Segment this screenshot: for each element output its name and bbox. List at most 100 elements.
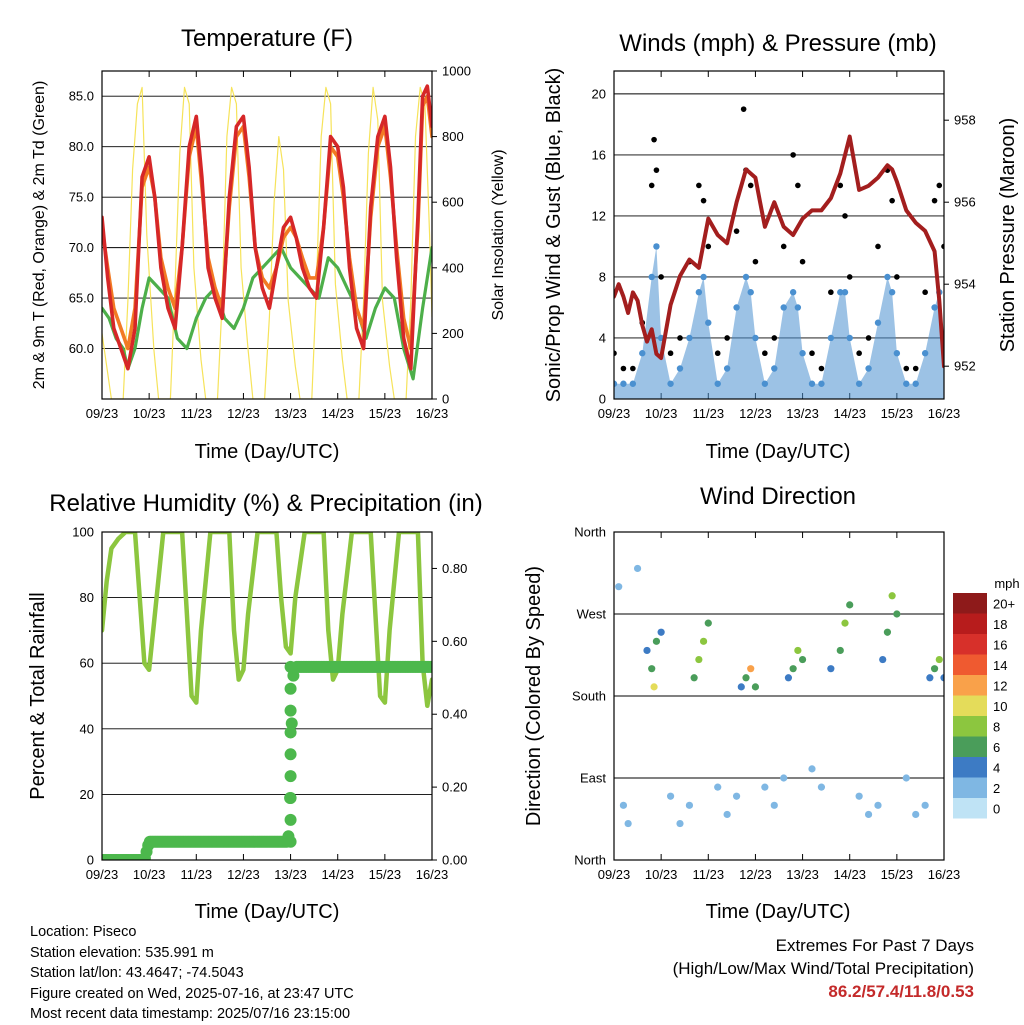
legend-label: 2: [993, 781, 1000, 796]
legend-swatch: [953, 798, 987, 819]
wind-point: [780, 304, 787, 311]
direction-point: [690, 674, 698, 682]
wind-point: [888, 289, 896, 296]
x-tick-label: 12/23: [227, 867, 260, 882]
gust-point: [828, 289, 834, 296]
solar-ylabel: Solar Insolation (Yellow): [490, 149, 507, 320]
gust-point: [922, 289, 928, 296]
x-tick-label: 13/23: [274, 867, 307, 882]
y-tick-label: 85.0: [69, 89, 94, 104]
gust-point: [714, 350, 721, 357]
direction-point: [650, 683, 658, 691]
y2-tick-label: 0.40: [442, 707, 467, 722]
temp2m-line: [102, 84, 432, 371]
legend-label: 4: [993, 760, 1000, 775]
gust-point: [790, 152, 796, 158]
direction-point: [770, 801, 778, 809]
wind-point: [771, 365, 778, 372]
y-tick-label: 4: [599, 330, 606, 345]
y-tick-label: North: [574, 853, 606, 868]
direction-point: [864, 810, 873, 819]
recent-timestamp: Most recent data timestamp: 2025/07/16 2…: [30, 1006, 351, 1022]
x-tick-label: 11/23: [180, 406, 212, 421]
wind-direction-title: Wind Direction: [700, 483, 856, 510]
wind-point: [912, 380, 919, 387]
y2-tick-label: 954: [954, 277, 976, 292]
wind-pressure-title: Winds (mph) & Pressure (mb): [619, 30, 936, 57]
direction-point: [704, 619, 712, 627]
rainfall-point: [284, 835, 297, 848]
y2-tick-label: 400: [442, 260, 464, 275]
wind-point: [931, 304, 938, 311]
rainfall-point: [285, 717, 298, 730]
x-tick-label: 10/23: [645, 867, 678, 882]
y-tick-label: East: [580, 771, 606, 786]
wind-point: [714, 380, 721, 387]
gust-point: [941, 243, 944, 250]
legend-swatch: [953, 593, 987, 614]
wind-point: [620, 380, 627, 387]
direction-point: [846, 601, 854, 609]
humidity-precip-panel: Relative Humidity (%) & Precipitation (i…: [27, 490, 483, 923]
plot-border: [613, 70, 945, 400]
x-tick-label: 10/23: [645, 406, 678, 421]
wind-point: [837, 289, 844, 296]
gust-point: [696, 182, 702, 189]
y2-tick-label: 600: [442, 195, 464, 210]
legend-swatch: [953, 613, 987, 634]
x-tick-label: 09/23: [598, 867, 631, 882]
direction-point: [676, 819, 684, 828]
gust-point: [771, 335, 778, 341]
legend-label: 10: [993, 699, 1007, 714]
gust-point: [837, 182, 844, 189]
direction-point: [808, 765, 816, 773]
y2-tick-label: 800: [442, 129, 464, 144]
gust-point: [799, 258, 806, 265]
wind-point: [884, 273, 891, 281]
wind-point: [742, 273, 750, 281]
gust-point: [651, 136, 657, 143]
rainfall-point: [284, 682, 297, 695]
x-tick-label: 10/23: [133, 867, 166, 882]
temperature-title: Temperature (F): [181, 25, 353, 52]
direction-point: [836, 646, 844, 655]
y-tick-label: 40: [80, 721, 94, 736]
x-tick-label: 16/23: [928, 867, 961, 882]
y-tick-label: 16: [592, 147, 606, 162]
wind-point: [747, 289, 754, 296]
y-tick-label: South: [572, 689, 606, 704]
y2-tick-label: 0.00: [442, 853, 467, 868]
wind-point: [921, 350, 929, 357]
gust-point: [752, 258, 759, 265]
gust-point: [931, 197, 938, 204]
solar-line: [102, 86, 432, 399]
gust-point: [865, 335, 872, 341]
direction-point: [737, 683, 745, 691]
wind-point: [874, 319, 882, 326]
pressure-line: [614, 134, 944, 369]
wind-point: [761, 380, 769, 387]
gust-point: [842, 213, 848, 219]
direction-point: [940, 674, 944, 682]
wind-point: [794, 304, 802, 311]
temperature-ylabel: 2m & 9m T (Red, Orange) & 2m Td (Green): [31, 81, 48, 390]
x-tick-label: 11/23: [692, 867, 724, 882]
plot-border: [101, 70, 433, 400]
x-tick-label: 15/23: [881, 867, 914, 882]
gust-point: [677, 335, 683, 341]
wind-point: [676, 365, 684, 372]
rainfall-point: [284, 813, 297, 826]
y2-tick-label: 0.60: [442, 634, 467, 649]
legend-label: 0: [993, 801, 1000, 816]
rainfall-point: [426, 660, 432, 673]
wind-point: [799, 350, 806, 357]
wind-point: [700, 273, 707, 281]
y-tick-label: 0: [599, 392, 606, 407]
gust-point: [846, 274, 853, 280]
wind-point: [705, 319, 712, 326]
direction-point: [874, 801, 882, 809]
direction-point: [685, 801, 694, 809]
wind-point: [667, 380, 674, 387]
wind-point: [614, 380, 618, 387]
legend-swatch: [953, 695, 987, 716]
